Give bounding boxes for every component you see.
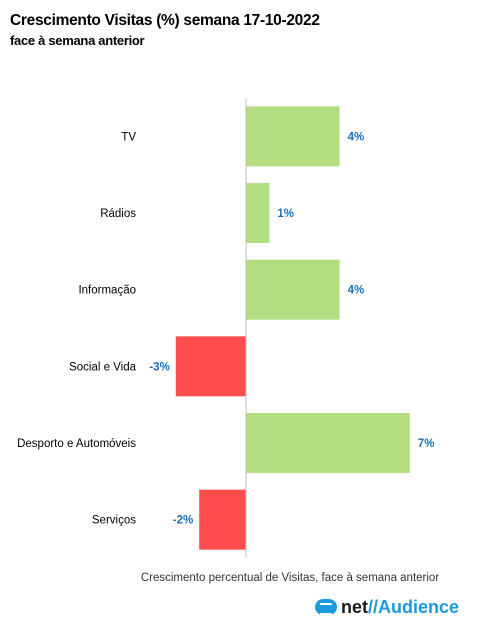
- bar: [246, 259, 340, 320]
- logo-separator: //: [368, 597, 379, 617]
- logo-audience-text: Audience: [378, 597, 460, 617]
- netaudience-logo: net//Audience: [315, 597, 459, 617]
- value-label: -3%: [149, 361, 169, 373]
- x-axis-label: Crescimento percentual de Visitas, face …: [140, 572, 440, 584]
- bar: [246, 183, 270, 243]
- value-label: 4%: [348, 285, 365, 297]
- logo-net-text: net: [341, 597, 368, 617]
- category-label: Social e Vida: [69, 361, 137, 373]
- chart-title: Crescimento Visitas (%) semana 17-10-202…: [10, 12, 320, 29]
- value-label: 4%: [348, 131, 365, 143]
- category-label: Desporto e Automóveis: [17, 438, 136, 450]
- value-label: -2%: [173, 515, 193, 527]
- value-label: 7%: [418, 438, 435, 450]
- bar: [246, 413, 410, 473]
- category-label: Informação: [78, 285, 136, 297]
- bar: [175, 336, 246, 397]
- category-label: Rádios: [100, 208, 136, 220]
- category-label: Serviços: [92, 515, 136, 527]
- bar: [246, 106, 340, 167]
- bar: [199, 489, 246, 550]
- value-label: 1%: [277, 208, 294, 220]
- chart-subtitle: face à semana anterior: [10, 33, 145, 48]
- category-label: TV: [121, 131, 136, 143]
- netaudience-logo-icon: [315, 599, 337, 615]
